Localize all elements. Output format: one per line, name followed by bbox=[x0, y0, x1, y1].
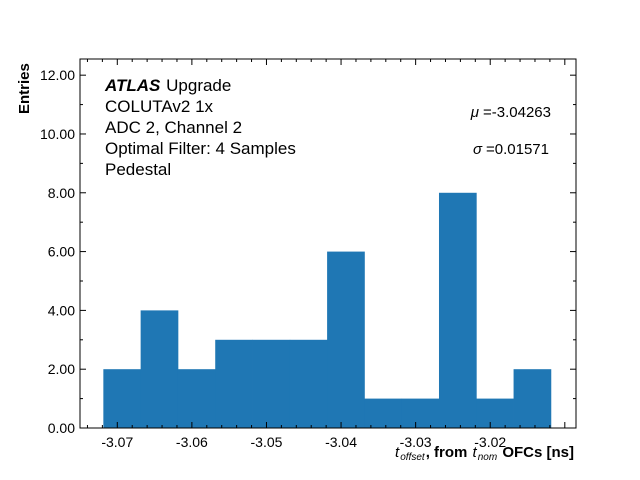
x-tick-label: -3.05 bbox=[251, 434, 283, 450]
x-label-units: OFCs [ns] bbox=[498, 444, 574, 461]
histogram-bar bbox=[252, 339, 291, 428]
x-tick-label: -3.07 bbox=[101, 434, 133, 450]
y-tick-label: 4.00 bbox=[48, 302, 75, 318]
histogram-bar bbox=[476, 398, 514, 428]
annotation-line: COLUTAv2 1x bbox=[105, 97, 214, 116]
mu-value: =-3.04263 bbox=[483, 104, 551, 121]
x-label-t-nom: t bbox=[473, 444, 478, 461]
x-label-sub-nom: nom bbox=[478, 452, 497, 463]
histogram-bar bbox=[289, 339, 328, 428]
sigma-annotation: σ =0.01571 bbox=[473, 141, 549, 158]
annotation-line: Pedestal bbox=[105, 160, 171, 179]
histogram-bar bbox=[327, 251, 365, 428]
y-tick-labels: 0.00 2.00 4.00 6.00 8.00 10.00 12.00 bbox=[40, 67, 75, 436]
x-tick-label: -3.03 bbox=[400, 434, 432, 450]
mu-symbol: μ bbox=[470, 104, 479, 121]
x-tick-label: -3.02 bbox=[474, 434, 506, 450]
y-axis-label: Entries bbox=[16, 63, 33, 114]
annotation-line: ADC 2, Channel 2 bbox=[105, 118, 242, 137]
atlas-label: ATLAS Upgrade bbox=[104, 76, 231, 95]
histogram-bar bbox=[364, 398, 403, 428]
x-axis-label: t offset , from t nom OFCs [ns] bbox=[395, 444, 574, 463]
histogram-bar bbox=[438, 192, 477, 428]
y-tick-label: 10.00 bbox=[40, 126, 75, 142]
atlas-text: ATLAS bbox=[104, 76, 161, 95]
histogram-bar bbox=[103, 369, 142, 428]
sigma-value: =0.01571 bbox=[486, 141, 549, 158]
annotation-line: Optimal Filter: 4 Samples bbox=[105, 139, 296, 158]
y-tick-label: 12.00 bbox=[40, 67, 75, 83]
x-tick-labels: -3.07 -3.06 -3.05 -3.04 -3.03 -3.02 bbox=[101, 434, 506, 450]
y-tick-label: 2.00 bbox=[48, 361, 75, 377]
upgrade-text: Upgrade bbox=[161, 76, 231, 95]
x-label-sub-offset: offset bbox=[400, 452, 426, 463]
sigma-symbol: σ bbox=[473, 141, 483, 158]
x-label-from: , from bbox=[426, 444, 472, 461]
histogram-bar bbox=[177, 369, 216, 428]
y-tick-label: 6.00 bbox=[48, 244, 75, 260]
histogram-bar bbox=[513, 369, 552, 428]
histogram-bar bbox=[401, 398, 440, 428]
mean-annotation: μ =-3.04263 bbox=[470, 104, 551, 121]
y-tick-label: 0.00 bbox=[48, 420, 75, 436]
x-label-t-offset: t bbox=[395, 444, 400, 461]
plot-frame bbox=[79, 58, 577, 429]
x-tick-label: -3.06 bbox=[176, 434, 208, 450]
histogram-bar bbox=[140, 310, 179, 428]
y-tick-label: 8.00 bbox=[48, 185, 75, 201]
x-tick-label: -3.04 bbox=[325, 434, 357, 450]
bars bbox=[103, 192, 552, 428]
histogram-bar bbox=[215, 339, 253, 428]
